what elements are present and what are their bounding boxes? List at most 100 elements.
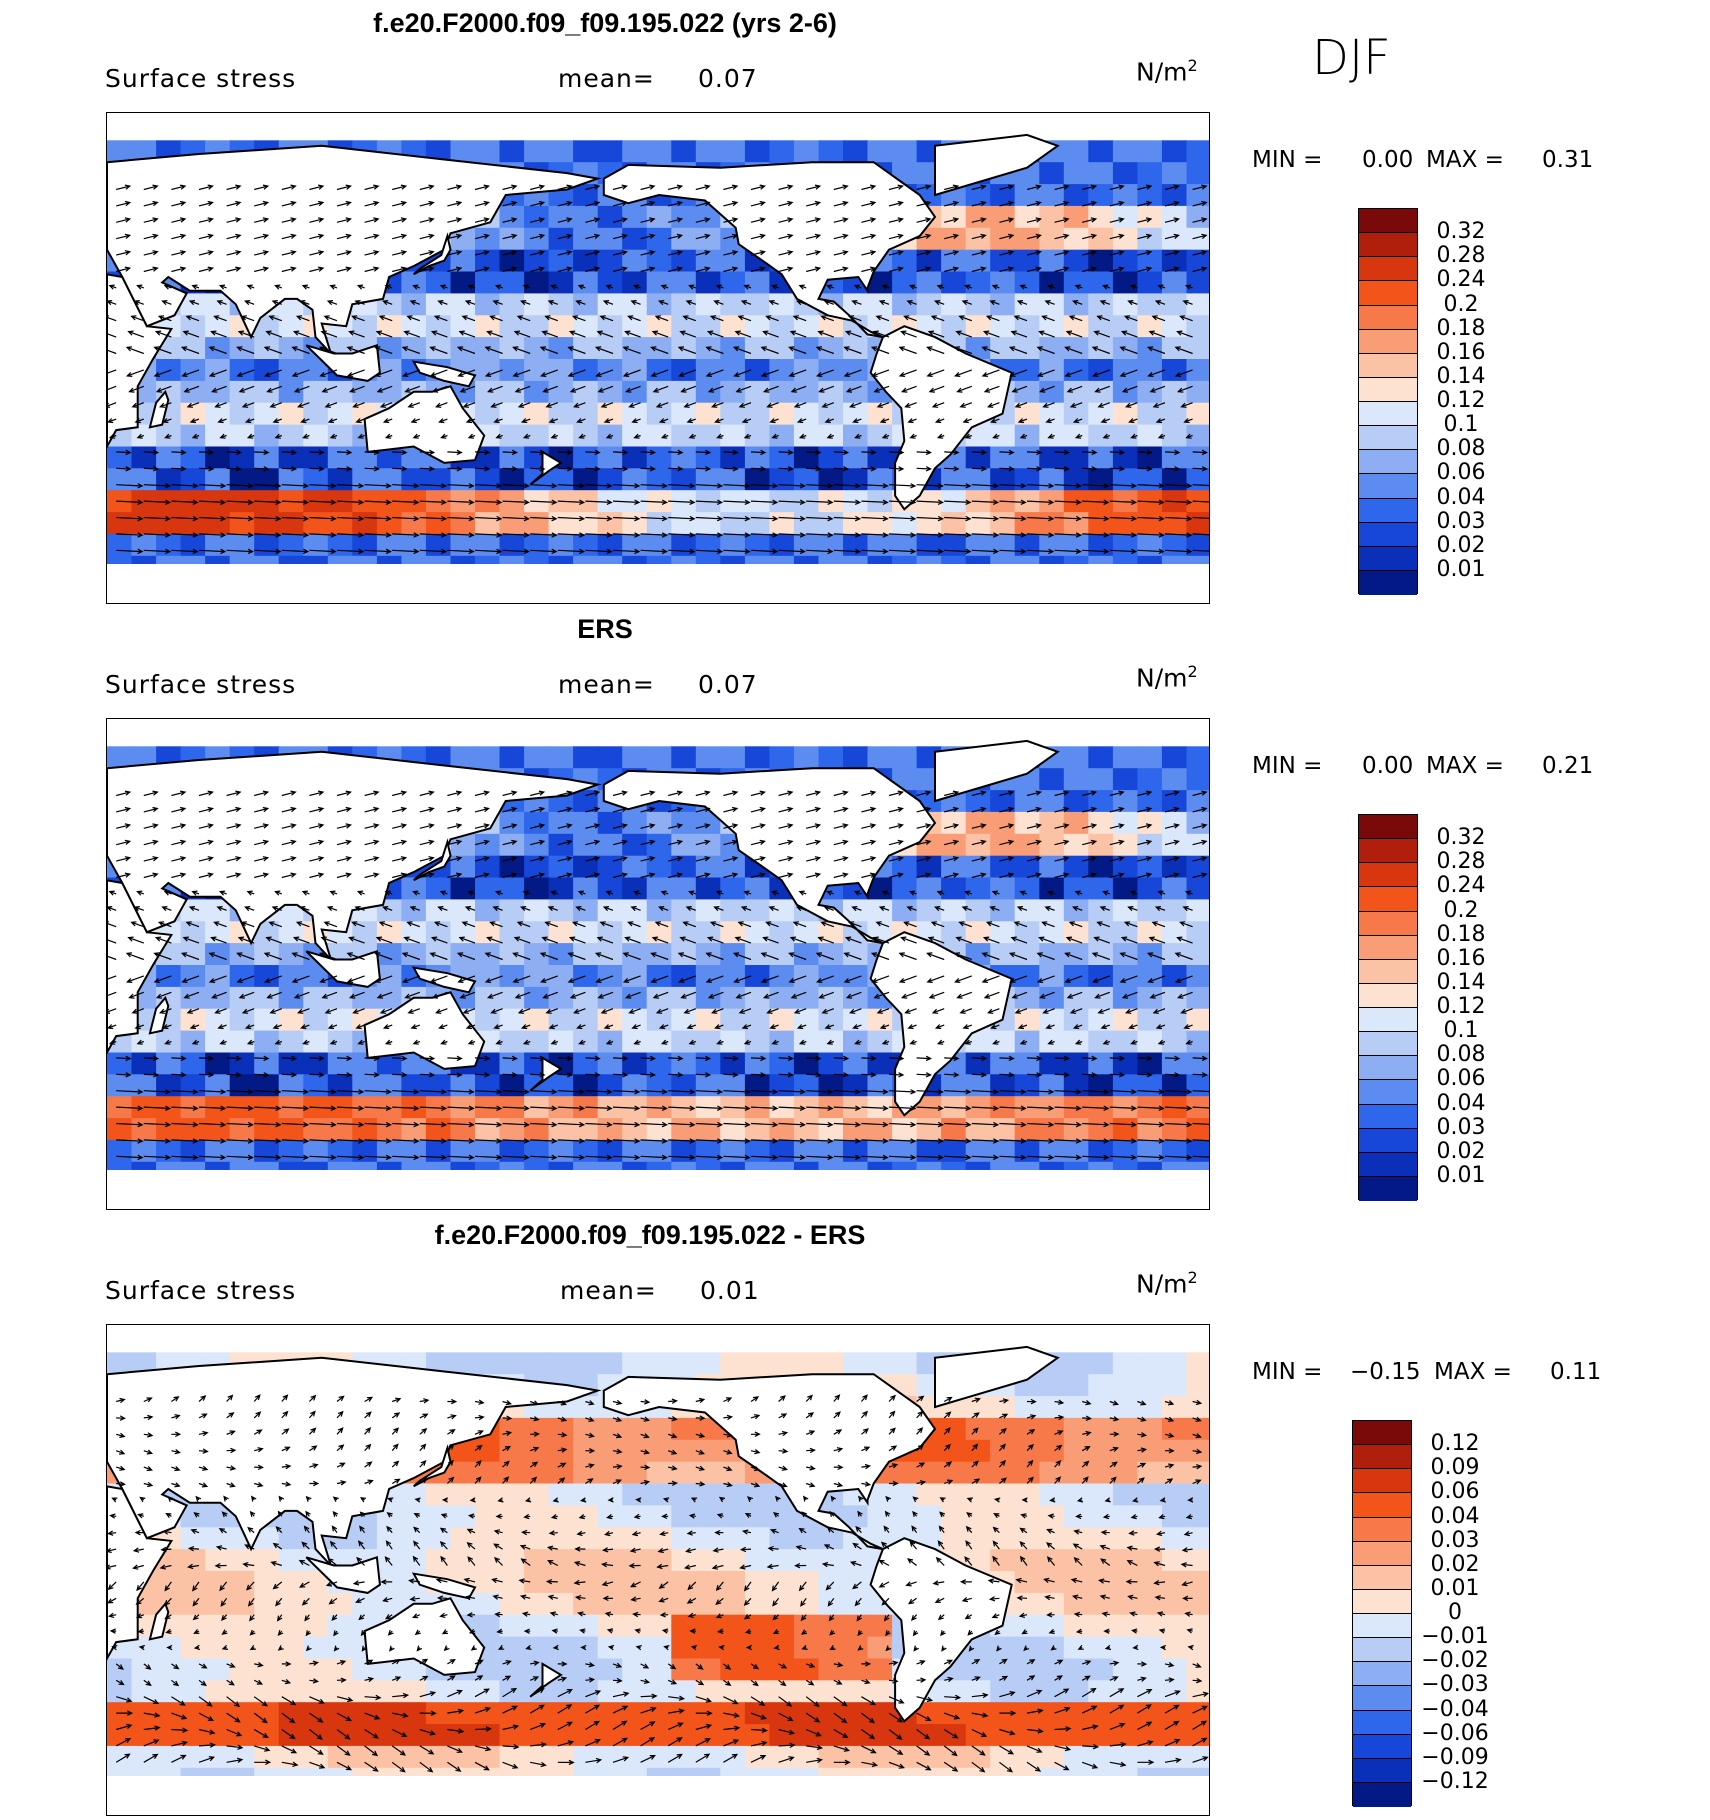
- stress-arrow: [604, 1530, 614, 1537]
- stress-arrow: [1192, 1691, 1209, 1698]
- stress-arrow: [695, 466, 712, 472]
- stress-arrow: [1064, 346, 1083, 355]
- stress-arrow: [585, 449, 601, 456]
- stress-arrow: [270, 1561, 282, 1567]
- stress-arrow: [888, 1121, 917, 1128]
- stress-arrow: [763, 385, 779, 393]
- stress-arrow: [833, 1072, 850, 1078]
- stress-arrow: [806, 872, 822, 879]
- stress-arrow: [778, 823, 794, 829]
- colorbar-swatch: [1359, 353, 1417, 378]
- stress-arrow: [833, 515, 862, 522]
- stress-arrow: [750, 449, 767, 456]
- stress-arrow: [833, 1055, 850, 1062]
- stress-arrow: [667, 1753, 683, 1763]
- stress-arrow: [956, 385, 973, 393]
- stress-arrow: [254, 250, 270, 256]
- stress-arrow: [627, 921, 641, 928]
- stress-arrow: [281, 233, 297, 240]
- stress-arrow: [309, 1696, 325, 1704]
- stress-arrow: [888, 1427, 896, 1435]
- stress-arrow: [861, 1105, 889, 1111]
- stress-arrow: [216, 300, 227, 306]
- stress-arrow: [254, 483, 282, 489]
- stress-arrow: [750, 548, 779, 555]
- stress-arrow: [833, 1759, 851, 1766]
- stress-arrow: [585, 1055, 601, 1062]
- stress-arrow: [861, 499, 889, 505]
- stress-arrow: [107, 349, 117, 355]
- stress-arrow: [723, 1121, 751, 1128]
- stress-arrow: [278, 1495, 285, 1502]
- stress-arrow: [750, 1696, 766, 1706]
- stress-arrow: [688, 284, 697, 290]
- stress-arrow: [467, 433, 476, 439]
- stress-arrow: [999, 200, 1015, 207]
- stress-arrow: [585, 823, 601, 829]
- stress-arrow: [1074, 1039, 1083, 1045]
- stress-arrow: [416, 1645, 423, 1652]
- stress-arrow: [1096, 315, 1111, 322]
- stress-arrow: [1026, 1121, 1055, 1128]
- stress-arrow: [1192, 1662, 1202, 1668]
- stress-arrow: [1130, 433, 1138, 439]
- stress-arrow: [577, 890, 586, 896]
- stress-arrow: [143, 217, 159, 223]
- stress-arrow: [944, 1055, 960, 1062]
- stress-arrow: [502, 1400, 513, 1406]
- stress-arrow: [529, 1676, 540, 1682]
- stress-arrow: [1100, 1529, 1110, 1536]
- stress-arrow: [612, 548, 641, 555]
- stress-arrow: [926, 975, 945, 983]
- stress-arrow: [1043, 1577, 1055, 1584]
- stress-arrow: [171, 250, 187, 256]
- stress-arrow: [971, 790, 987, 797]
- stress-arrow: [1109, 200, 1125, 207]
- stress-arrow: [171, 483, 199, 489]
- stress-arrow: [788, 952, 807, 961]
- stress-arrow: [162, 418, 172, 424]
- stress-arrow: [944, 184, 960, 191]
- stress-arrow: [281, 184, 297, 191]
- units-label: N/m2: [1136, 1268, 1198, 1299]
- stress-arrow: [557, 1721, 573, 1731]
- stress-arrow: [843, 975, 862, 983]
- stress-arrow: [1093, 936, 1111, 944]
- stress-arrow: [573, 402, 586, 408]
- stress-arrow: [116, 1415, 126, 1421]
- stress-arrow: [999, 1138, 1027, 1144]
- stress-arrow: [971, 1412, 980, 1419]
- stress-arrow: [1014, 402, 1028, 408]
- stress-arrow: [309, 790, 325, 797]
- stress-arrow: [116, 839, 132, 846]
- stress-arrow: [1164, 790, 1180, 797]
- stress-arrow: [658, 418, 669, 424]
- stress-arrow: [927, 330, 945, 338]
- stress-arrow: [1164, 466, 1181, 472]
- stress-arrow: [585, 250, 601, 256]
- stress-arrow: [1082, 806, 1098, 813]
- stress-arrow: [1159, 1497, 1166, 1503]
- stress-arrow: [517, 402, 531, 408]
- stress-arrow: [966, 1512, 973, 1518]
- stress-arrow: [293, 991, 310, 999]
- stress-arrow: [441, 1497, 449, 1503]
- mean-label: mean=: [560, 1276, 657, 1305]
- stress-arrow: [1180, 1008, 1193, 1014]
- stress-arrow: [502, 449, 518, 456]
- stress-arrow: [888, 1394, 896, 1402]
- stress-arrow: [605, 1039, 614, 1045]
- stress-arrow: [198, 790, 214, 797]
- stress-arrow: [392, 790, 408, 797]
- stress-arrow: [269, 1008, 283, 1014]
- stress-arrow: [885, 1495, 892, 1502]
- stress-arrow: [128, 385, 145, 393]
- stress-arrow: [1154, 906, 1166, 912]
- stress-arrow: [707, 385, 724, 393]
- stress-arrow: [1137, 1721, 1153, 1731]
- stress-arrow: [880, 1541, 890, 1550]
- stress-arrow: [861, 266, 877, 273]
- stress-arrow: [630, 906, 641, 912]
- stress-arrow: [392, 483, 420, 489]
- stress-arrow: [544, 315, 559, 322]
